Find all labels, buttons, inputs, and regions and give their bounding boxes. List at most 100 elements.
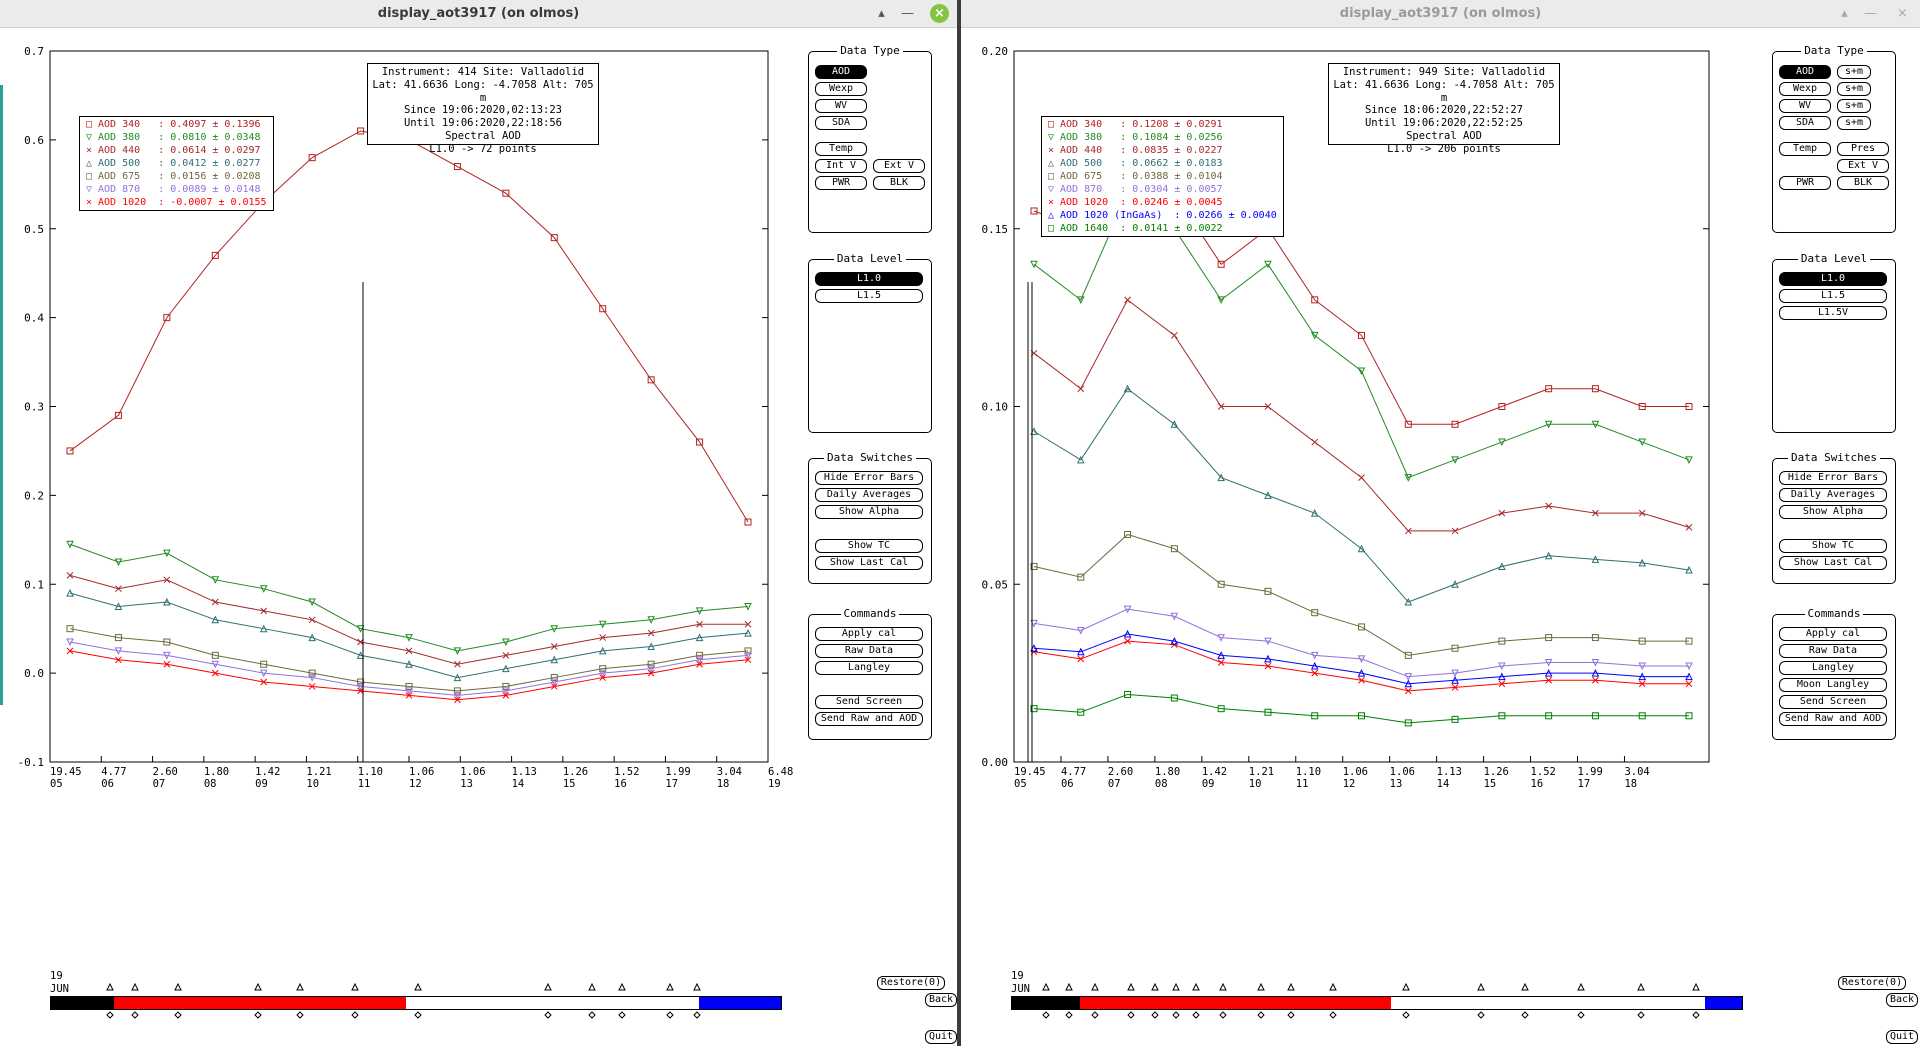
data-point <box>1217 473 1225 482</box>
legend-entry: ▽ AOD 380 : 0.0810 ± 0.0348 <box>82 131 267 144</box>
blk-button[interactable]: BLK <box>873 176 925 190</box>
pres-button[interactable]: Pres <box>1837 142 1889 156</box>
level-l1-5v-button[interactable]: L1.5V <box>1779 306 1887 320</box>
data-point <box>114 647 123 656</box>
quit-button[interactable]: Quit <box>1886 1030 1918 1044</box>
moon-langley-button[interactable]: Moon Langley <box>1779 678 1887 692</box>
data-point <box>502 682 510 690</box>
sda-button[interactable]: SDA <box>1779 116 1831 130</box>
daily-averages-button[interactable]: Daily Averages <box>815 488 923 502</box>
send-screen-button[interactable]: Send Screen <box>815 695 923 709</box>
hide-error-bars-button[interactable]: Hide Error Bars <box>815 471 923 485</box>
daily-averages-button[interactable]: Daily Averages <box>1779 488 1887 502</box>
data-point <box>1685 662 1693 671</box>
data-point <box>1685 680 1693 688</box>
time-coverage-bar[interactable] <box>1011 996 1743 1010</box>
send-raw-and-aod-button[interactable]: Send Raw and AOD <box>1779 712 1887 726</box>
aod-plot-left[interactable]: 0.70.60.50.40.30.20.10.0-0.119.45054.770… <box>0 27 957 1046</box>
legend-marker-icon: ▽ <box>85 132 93 143</box>
level-l1-0-button[interactable]: L1.0 <box>815 272 923 286</box>
aod-button[interactable]: AOD <box>815 65 867 79</box>
show-alpha-button[interactable]: Show Alpha <box>1779 505 1887 519</box>
wv-button[interactable]: WV <box>815 99 867 113</box>
langley-button[interactable]: Langley <box>815 661 923 675</box>
show-alpha-button[interactable]: Show Alpha <box>815 505 923 519</box>
close-window-icon[interactable]: × <box>930 4 949 23</box>
x-tick-label: 12 <box>409 778 422 790</box>
level-l1-5-button[interactable]: L1.5 <box>815 289 923 303</box>
ext-v-button[interactable]: Ext V <box>1837 159 1889 173</box>
back-button[interactable]: Back <box>925 993 957 1007</box>
raw-data-button[interactable]: Raw Data <box>1779 644 1887 658</box>
data-point <box>647 376 655 384</box>
restore-button[interactable]: Restore(0) <box>1838 976 1906 990</box>
send-raw-and-aod-button[interactable]: Send Raw and AOD <box>815 712 923 726</box>
close-window-icon[interactable]: × <box>1897 6 1908 21</box>
data-point <box>1638 438 1647 447</box>
x-tick-label: 18 <box>1624 778 1637 790</box>
level-l1-0-button[interactable]: L1.0 <box>1779 272 1887 286</box>
series-line <box>1033 533 1689 656</box>
minimize-window-icon[interactable]: — <box>901 6 914 21</box>
pwr-button[interactable]: PWR <box>815 176 867 190</box>
hide-error-bars-button[interactable]: Hide Error Bars <box>1779 471 1887 485</box>
data-point <box>308 669 316 677</box>
wexp-s-m-button[interactable]: s+m <box>1837 82 1871 96</box>
data-point <box>66 572 74 579</box>
scan-marker-icon <box>1577 1011 1585 1019</box>
sda-button[interactable]: SDA <box>815 116 867 130</box>
scan-marker-icon <box>1637 982 1645 991</box>
langley-button[interactable]: Langley <box>1779 661 1887 675</box>
wv-s-m-button[interactable]: s+m <box>1837 99 1871 113</box>
data-point <box>744 620 752 628</box>
x-tick-label: 1.06 <box>460 766 485 778</box>
temp-button[interactable]: Temp <box>1779 142 1831 156</box>
show-last-cal-button[interactable]: Show Last Cal <box>815 556 923 570</box>
x-tick-label: 16 <box>614 778 627 790</box>
show-tc-button[interactable]: Show TC <box>815 539 923 553</box>
level-l1-5-button[interactable]: L1.5 <box>1779 289 1887 303</box>
restore-window-icon[interactable]: ▴ <box>1841 6 1848 21</box>
data-point <box>695 633 704 642</box>
restore-button[interactable]: Restore(0) <box>877 976 945 990</box>
raw-data-button[interactable]: Raw Data <box>815 644 923 658</box>
pwr-button[interactable]: PWR <box>1779 176 1831 190</box>
y-tick-label: 0.05 <box>982 578 1009 591</box>
apply-cal-button[interactable]: Apply cal <box>1779 627 1887 641</box>
temp-button[interactable]: Temp <box>815 142 867 156</box>
quit-button[interactable]: Quit <box>925 1030 957 1044</box>
time-coverage-bar[interactable] <box>50 996 782 1010</box>
wexp-button[interactable]: Wexp <box>815 82 867 96</box>
data-point <box>1498 438 1506 447</box>
sda-s-m-button[interactable]: s+m <box>1837 116 1871 130</box>
minimize-window-icon[interactable]: — <box>1864 6 1877 21</box>
legend-entry: ▽ AOD 870 : 0.0304 ± 0.0057 <box>1044 183 1277 196</box>
legend-entry: ▽ AOD 380 : 0.1084 ± 0.0256 <box>1044 131 1277 144</box>
aod-legend: □ AOD 340 : 0.4097 ± 0.1396 ▽ AOD 380 : 0.0… <box>79 116 274 211</box>
legend-label: AOD 380 : 0.1084 ± 0.0256 <box>1060 132 1223 143</box>
wexp-button[interactable]: Wexp <box>1779 82 1831 96</box>
data-point <box>1310 509 1319 517</box>
scan-marker-icon <box>131 1011 139 1019</box>
series-aod-440 <box>66 572 752 668</box>
ext-v-button[interactable]: Ext V <box>873 159 925 173</box>
aod-s-m-button[interactable]: s+m <box>1837 65 1871 79</box>
show-tc-button[interactable]: Show TC <box>1779 539 1887 553</box>
info-line: Since 19:06:2020,02:13:23 <box>403 104 563 117</box>
data-point <box>1217 651 1225 659</box>
restore-window-icon[interactable]: ▴ <box>878 6 885 21</box>
back-button[interactable]: Back <box>1886 993 1918 1007</box>
data-level-panel: Data Level L1.0 L1.5 <box>808 252 932 433</box>
x-tick-label: 1.42 <box>255 766 280 778</box>
x-tick-label: 1.80 <box>204 766 229 778</box>
apply-cal-button[interactable]: Apply cal <box>815 627 923 641</box>
data-point <box>1311 438 1319 446</box>
aod-button[interactable]: AOD <box>1779 65 1831 79</box>
wv-button[interactable]: WV <box>1779 99 1831 113</box>
send-screen-button[interactable]: Send Screen <box>1779 695 1887 709</box>
panel-title: Commands <box>1804 607 1864 620</box>
blk-button[interactable]: BLK <box>1837 176 1889 190</box>
show-last-cal-button[interactable]: Show Last Cal <box>1779 556 1887 570</box>
int-v-button[interactable]: Int V <box>815 159 867 173</box>
